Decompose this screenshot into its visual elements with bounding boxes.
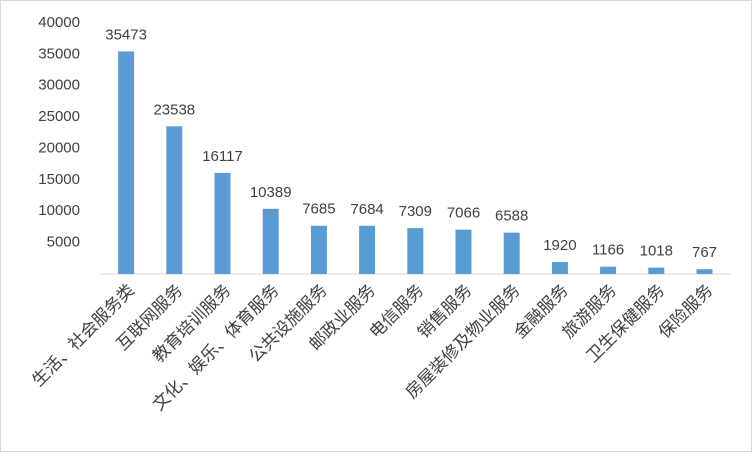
y-tick-label: 25000 (38, 108, 80, 125)
bar (503, 232, 520, 274)
y-tick-label: 40000 (38, 14, 80, 31)
value-label: 35473 (105, 26, 147, 43)
value-label: 1018 (640, 243, 673, 260)
y-tick-label: 15000 (38, 171, 80, 188)
value-label: 7684 (350, 201, 383, 218)
value-label: 7066 (447, 205, 480, 222)
bar (359, 225, 376, 274)
value-label: 1920 (543, 237, 576, 254)
y-tick-label: 10000 (38, 202, 80, 219)
bar (166, 126, 183, 275)
bar (455, 229, 472, 274)
y-tick-label: 20000 (38, 139, 80, 156)
bar (262, 208, 279, 274)
value-label: 1166 (592, 242, 624, 259)
bar (407, 228, 424, 274)
value-label: 16117 (202, 148, 243, 165)
value-label: 7309 (399, 203, 432, 220)
bar (310, 225, 327, 274)
value-label: 767 (692, 244, 717, 261)
value-label: 7685 (302, 201, 335, 218)
value-label: 10389 (250, 184, 292, 201)
bar (600, 266, 617, 274)
bar (551, 261, 568, 274)
bar (214, 172, 231, 274)
bar (118, 51, 135, 275)
bar (696, 269, 713, 274)
y-tick-label: 30000 (38, 77, 80, 94)
y-tick-label: 5000 (47, 234, 80, 251)
value-label: 6588 (495, 208, 528, 225)
y-tick-label: 35000 (38, 45, 80, 62)
bar (648, 267, 665, 274)
value-label: 23538 (153, 101, 195, 118)
